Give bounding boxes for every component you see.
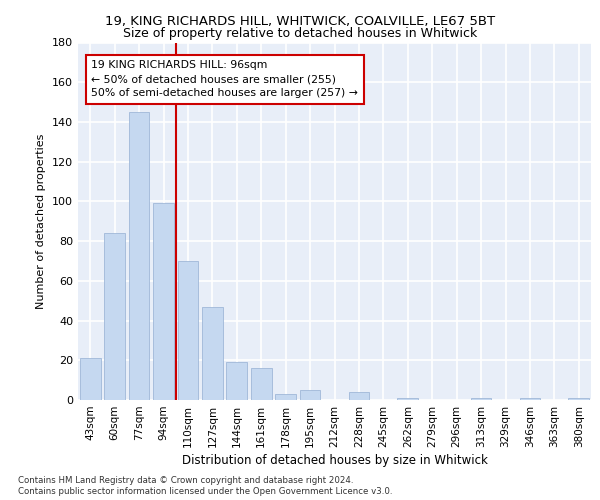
Bar: [568, 398, 589, 400]
Bar: [397, 398, 418, 400]
Y-axis label: Number of detached properties: Number of detached properties: [37, 134, 46, 309]
Bar: [202, 306, 223, 400]
Text: Contains HM Land Registry data © Crown copyright and database right 2024.: Contains HM Land Registry data © Crown c…: [18, 476, 353, 485]
Bar: [128, 112, 149, 400]
Bar: [520, 398, 541, 400]
Text: 19, KING RICHARDS HILL, WHITWICK, COALVILLE, LE67 5BT: 19, KING RICHARDS HILL, WHITWICK, COALVI…: [105, 15, 495, 28]
Bar: [80, 358, 101, 400]
X-axis label: Distribution of detached houses by size in Whitwick: Distribution of detached houses by size …: [182, 454, 487, 467]
Bar: [153, 204, 174, 400]
Text: Size of property relative to detached houses in Whitwick: Size of property relative to detached ho…: [123, 28, 477, 40]
Bar: [251, 368, 272, 400]
Bar: [104, 233, 125, 400]
Bar: [299, 390, 320, 400]
Bar: [178, 261, 199, 400]
Bar: [226, 362, 247, 400]
Text: Contains public sector information licensed under the Open Government Licence v3: Contains public sector information licen…: [18, 488, 392, 496]
Bar: [470, 398, 491, 400]
Bar: [275, 394, 296, 400]
Bar: [349, 392, 370, 400]
Text: 19 KING RICHARDS HILL: 96sqm
← 50% of detached houses are smaller (255)
50% of s: 19 KING RICHARDS HILL: 96sqm ← 50% of de…: [91, 60, 358, 98]
